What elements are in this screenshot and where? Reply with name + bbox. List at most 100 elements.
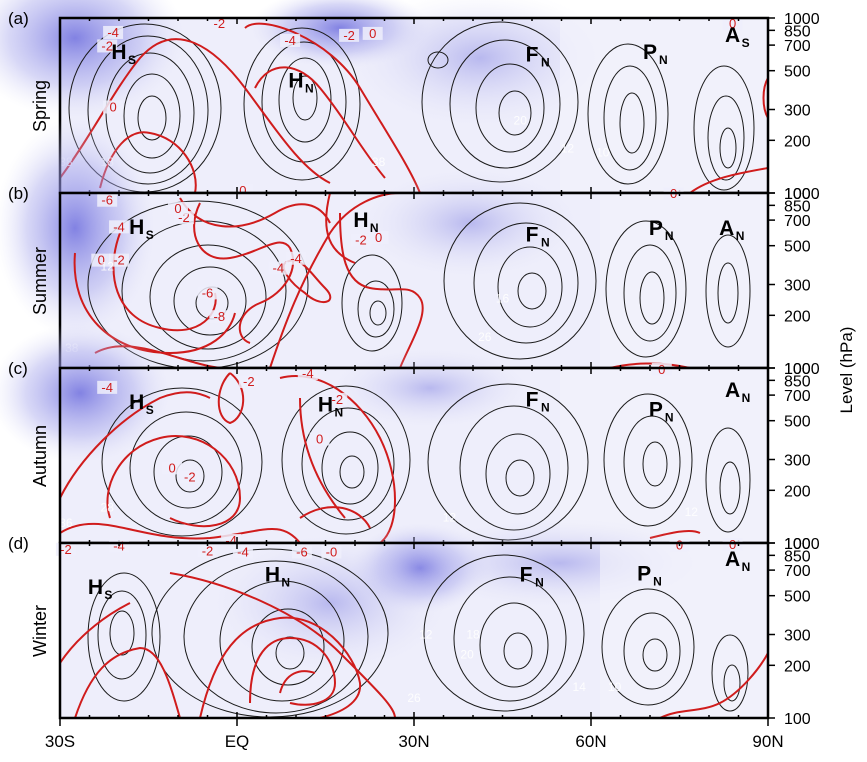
red-contour-label: -4 xyxy=(101,380,113,395)
red-label-halo xyxy=(268,261,289,275)
inner-ticks xyxy=(59,543,769,718)
white-contour-label: 12 xyxy=(685,505,699,519)
red-label-halo xyxy=(168,201,188,215)
centre-subscript: N xyxy=(665,410,674,424)
red-contour-label: -2 xyxy=(178,210,190,225)
red-contour-label: 0 xyxy=(174,201,181,216)
red-label-halo xyxy=(103,25,124,39)
red-contour-label: -4 xyxy=(107,25,119,40)
centre-label: H xyxy=(288,69,303,92)
y-tick-label: 700 xyxy=(784,388,811,405)
panel-tag: (a) xyxy=(8,9,29,28)
white-contour-label: 20 xyxy=(514,113,528,127)
y-tick-label: 200 xyxy=(784,308,811,325)
y-tick-label: 1000 xyxy=(784,361,820,378)
white-contour-label: 12 xyxy=(561,141,575,155)
red-label-halo xyxy=(109,220,129,234)
panel-tag: (c) xyxy=(8,359,28,378)
centre-label: F xyxy=(526,223,539,246)
centre-subscript: S xyxy=(742,36,750,50)
red-contour-label: -4 xyxy=(284,33,296,48)
y-tick-label: 850 xyxy=(784,548,811,565)
white-contour-label: 10 xyxy=(596,146,610,160)
red-contour-labels: 0-2-4-2-4 -2 000 xyxy=(97,16,743,198)
shading-right xyxy=(560,368,768,543)
red-contour-label: 0 xyxy=(375,230,382,245)
centre-label: H xyxy=(129,391,144,414)
red-label-halo xyxy=(197,286,218,300)
red-label-halo xyxy=(209,17,230,31)
centre-label: F xyxy=(526,43,539,66)
red-contour-label: -2 xyxy=(113,253,125,268)
red-contour-label: 0 xyxy=(729,537,736,552)
centre-label: A xyxy=(725,24,740,47)
red-label-halo xyxy=(209,310,230,324)
red-label-halo xyxy=(722,17,743,31)
centre-subscript: S xyxy=(146,228,154,242)
red-contour-label: -2 xyxy=(355,233,367,248)
red-label-halo xyxy=(97,39,118,53)
y-tick-label: 100 xyxy=(784,711,811,728)
centre-label: P xyxy=(649,398,663,421)
red-contour-label: -6 xyxy=(202,285,214,300)
red-contour-label: -2 xyxy=(332,392,344,407)
y-tick-label: 300 xyxy=(784,103,811,120)
panel-b: -8-60-2-4-20-6-4-4-200 38122616 HSHNFNPN… xyxy=(0,118,770,370)
red-contour-label: -6 xyxy=(101,193,113,208)
y-tick-label: 500 xyxy=(784,414,811,431)
red-contours xyxy=(73,192,691,369)
red-label-halo xyxy=(309,432,330,446)
panel-tag: (d) xyxy=(8,534,29,553)
red-contour-label: -4 xyxy=(302,366,314,381)
panel-tag: (b) xyxy=(8,184,29,203)
y-tick-label: 200 xyxy=(784,658,811,675)
red-label-halo xyxy=(297,367,318,381)
red-label-halo xyxy=(321,545,342,559)
centre-subscript: N xyxy=(742,560,751,574)
centre-subscript: N xyxy=(541,235,550,249)
red-contour-label: 0 xyxy=(109,100,116,115)
red-contour-label: -4 xyxy=(113,219,125,234)
white-contour-label: 28 xyxy=(101,500,115,514)
centre-subscript: N xyxy=(335,405,344,419)
white-contour-label: 38 xyxy=(372,155,386,169)
y-tick-label: 300 xyxy=(784,278,811,295)
red-contours xyxy=(59,372,701,544)
centre-label: H xyxy=(318,393,333,416)
red-contour-label: -2 xyxy=(214,16,226,31)
white-contour-label: 12 xyxy=(419,628,433,642)
red-label-halo xyxy=(91,253,112,267)
red-contour-label: -2 xyxy=(243,374,255,389)
y-tick-label: 500 xyxy=(784,239,811,256)
centre-subscript: N xyxy=(541,401,550,415)
panel-season: Spring xyxy=(30,80,50,132)
y-tick-label: 1000 xyxy=(784,186,820,203)
centre-label: H xyxy=(88,576,103,599)
centre-subscript: N xyxy=(535,576,544,590)
x-tick-label: 30S xyxy=(45,732,75,751)
red-contour-label: -2 xyxy=(343,28,355,43)
white-contour-label: 16 xyxy=(496,291,510,305)
red-contour-label: -8 xyxy=(214,309,226,324)
red-label-halo xyxy=(722,537,743,551)
x-axis: 30S EQ 30N 60N 90N xyxy=(45,718,784,751)
centre-subscript: N xyxy=(659,53,668,67)
red-contour-label: -2 xyxy=(60,542,72,557)
y-tick-label: 300 xyxy=(784,453,811,470)
red-contour-label: -4 xyxy=(273,261,285,276)
panel-season: Summer xyxy=(30,247,50,315)
red-label-halo xyxy=(362,26,383,40)
red-contour-label: -0 xyxy=(326,544,338,559)
red-label-halo xyxy=(350,233,371,247)
red-contour-label: 0 xyxy=(729,16,736,31)
y-tick-label: 100 xyxy=(784,361,811,378)
red-label-halo xyxy=(327,392,348,406)
y-tick-label: 200 xyxy=(784,483,811,500)
red-label-halo xyxy=(368,230,389,244)
centre-label: H xyxy=(111,41,126,64)
centre-label: H xyxy=(353,209,368,232)
red-contour-label: 0 xyxy=(316,432,323,447)
